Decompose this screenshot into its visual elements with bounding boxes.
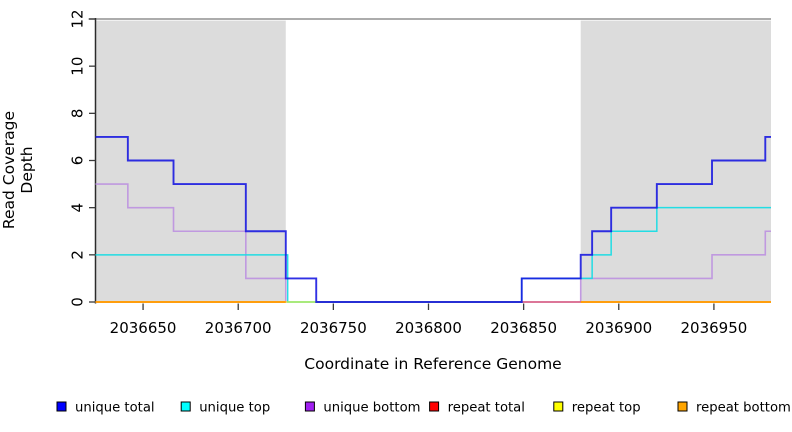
series-unique-total (95, 135, 771, 303)
legend-swatch (429, 401, 440, 412)
legend-label: repeat top (572, 401, 641, 416)
legend-swatch (553, 401, 564, 412)
y-tick-label: 4 (69, 203, 87, 213)
legend-item-repeat-bottom: repeat bottom (677, 401, 791, 416)
y-tick-label: 10 (69, 57, 87, 76)
legend-label: unique total (75, 401, 155, 416)
x-tick-label: 2036700 (205, 319, 272, 337)
legend-item-unique-total: unique total (56, 401, 155, 416)
legend-label: unique bottom (323, 401, 420, 416)
x-tick-label: 2036800 (395, 319, 462, 337)
legend-label: repeat total (448, 401, 525, 416)
x-tick-label: 2036850 (490, 319, 557, 337)
x-tick-label: 2036650 (110, 319, 177, 337)
y-tick-label: 0 (69, 297, 87, 307)
legend-swatch (677, 401, 688, 412)
series-unique-bottom (95, 183, 771, 303)
repeat-region-left (95, 20, 286, 302)
legend-label: unique top (199, 401, 270, 416)
legend-item-unique-bottom: unique bottom (304, 401, 421, 416)
x-tick-label: 2036950 (681, 319, 748, 337)
legend-label: repeat bottom (696, 401, 791, 416)
y-tick-label: 8 (69, 109, 87, 119)
y-axis-title: Read Coverage Depth (0, 110, 36, 230)
x-tick-label: 2036750 (300, 319, 367, 337)
y-tick-label: 2 (69, 250, 87, 260)
legend-swatch (56, 401, 67, 412)
x-axis-title: Coordinate in Reference Genome (304, 355, 562, 373)
y-tick-label: 6 (69, 156, 87, 166)
series-unique-top (95, 206, 771, 303)
legend-swatch (180, 401, 191, 412)
y-tick-label: 12 (69, 9, 87, 28)
legend-item-repeat-top: repeat top (553, 401, 641, 416)
x-tick-label: 2036900 (585, 319, 652, 337)
legend-swatch (304, 401, 315, 412)
legend-item-repeat-total: repeat total (429, 401, 525, 416)
legend-item-unique-top: unique top (180, 401, 270, 416)
